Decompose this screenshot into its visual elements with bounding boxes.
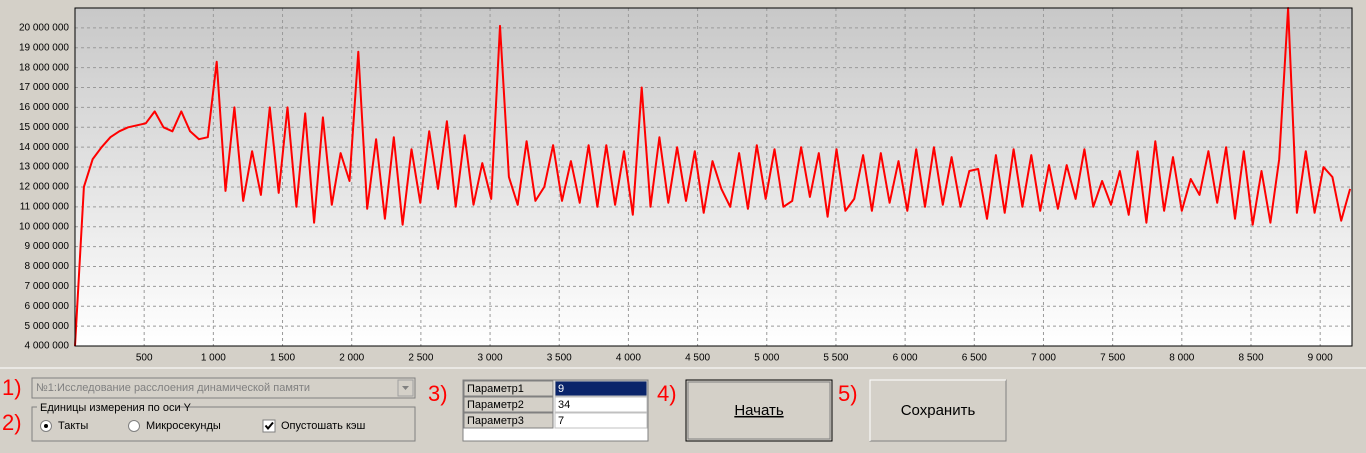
param-name: Параметр3 [467, 415, 524, 427]
combo-text: №1:Исследование расслоения динамической … [36, 382, 310, 394]
step-label: 5) [838, 381, 858, 406]
y-tick-label: 4 000 000 [25, 341, 70, 352]
combo-frame [31, 377, 416, 399]
x-tick-label: 1 500 [270, 353, 295, 364]
radio-label: Такты [58, 420, 88, 432]
radio[interactable]: Микросекунды [128, 420, 221, 432]
step-label: 2) [2, 410, 22, 435]
param-value: 7 [558, 415, 564, 427]
param-name: Параметр2 [467, 399, 524, 411]
step-label: 3) [428, 381, 448, 406]
x-tick-label: 6 500 [962, 353, 987, 364]
group-title-bg [37, 402, 177, 412]
x-tick-label: 7 500 [1100, 353, 1125, 364]
x-tick-label: 8 000 [1169, 353, 1194, 364]
button-label: Сохранить [901, 402, 976, 419]
param-value-cell [554, 412, 648, 429]
radio[interactable]: Такты [40, 420, 89, 432]
button-frame [869, 379, 1007, 442]
data-line [74, 7, 1352, 347]
y-tick-label: 17 000 000 [19, 82, 69, 93]
param-name: Параметр1 [467, 383, 524, 395]
x-tick-label: 6 000 [893, 353, 918, 364]
combo-box[interactable]: №1:Исследование расслоения динамической … [31, 377, 416, 399]
button-highlight [869, 379, 1006, 441]
y-tick-label: 6 000 000 [25, 301, 70, 312]
save-button[interactable]: Сохранить [869, 379, 1007, 442]
y-tick-label: 8 000 000 [25, 261, 70, 272]
start-button[interactable]: Начать [685, 379, 833, 442]
param-value-cell [554, 380, 648, 397]
x-tick-label: 1 000 [201, 353, 226, 364]
y-tick-label: 14 000 000 [19, 142, 69, 153]
x-tick-label: 2 500 [408, 353, 433, 364]
y-tick-label: 15 000 000 [19, 122, 69, 133]
x-tick-label: 4 000 [616, 353, 641, 364]
x-tick-label: 8 500 [1238, 353, 1263, 364]
button-label: Начать [734, 402, 784, 419]
y-tick-label: 20 000 000 [19, 23, 69, 34]
param-name-cell [463, 396, 554, 413]
x-tick-label: 2 000 [339, 353, 364, 364]
y-tick-label: 10 000 000 [19, 221, 69, 232]
x-tick-label: 3 500 [547, 353, 572, 364]
y-tick-label: 11 000 000 [20, 201, 70, 212]
x-tick-label: 9 000 [1308, 353, 1333, 364]
step-label: 1) [2, 375, 22, 400]
checkbox[interactable]: Опустошать кэш [262, 419, 365, 433]
param-value: 9 [558, 383, 564, 395]
y-tick-label: 19 000 000 [19, 42, 69, 53]
plot-border [74, 7, 1353, 347]
y-tick-label: 13 000 000 [19, 162, 69, 173]
x-tick-label: 5 000 [754, 353, 779, 364]
y-tick-label: 18 000 000 [19, 62, 69, 73]
param-value: 34 [558, 399, 570, 411]
checkmark [264, 421, 274, 431]
x-tick-label: 7 000 [1031, 353, 1056, 364]
y-tick-label: 16 000 000 [19, 102, 69, 113]
radio-dot [44, 424, 48, 428]
x-tick-label: 5 500 [823, 353, 848, 364]
radio-label: Микросекунды [146, 420, 221, 432]
x-tick-label: 500 [136, 353, 153, 364]
y-tick-label: 9 000 000 [25, 241, 70, 252]
combo-arrow [402, 386, 409, 390]
x-tick-label: 4 500 [685, 353, 710, 364]
param-name-cell [463, 380, 554, 397]
y-tick-label: 12 000 000 [19, 182, 69, 193]
y-tick-label: 5 000 000 [25, 321, 70, 332]
checkbox-label: Опустошать кэш [281, 420, 365, 432]
step-label: 4) [657, 381, 677, 406]
plot-area [75, 8, 1352, 346]
y-tick-label: 7 000 000 [25, 281, 70, 292]
x-tick-label: 3 000 [478, 353, 503, 364]
group-title: Единицы измерения по оси Y [40, 402, 192, 414]
radio-circle [128, 420, 140, 432]
param-name-cell [463, 412, 554, 429]
param-value-cell [554, 396, 648, 413]
button-bevel [687, 381, 831, 440]
button-frame [685, 379, 833, 442]
group-box [31, 406, 416, 442]
